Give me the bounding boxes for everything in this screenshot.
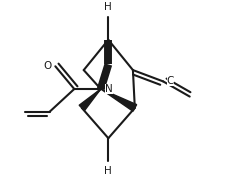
- Text: H: H: [104, 2, 112, 12]
- Polygon shape: [79, 89, 100, 111]
- Text: N: N: [104, 84, 112, 94]
- Polygon shape: [100, 89, 136, 111]
- Text: C: C: [166, 76, 173, 87]
- Text: O: O: [43, 61, 51, 71]
- Text: H: H: [104, 166, 112, 176]
